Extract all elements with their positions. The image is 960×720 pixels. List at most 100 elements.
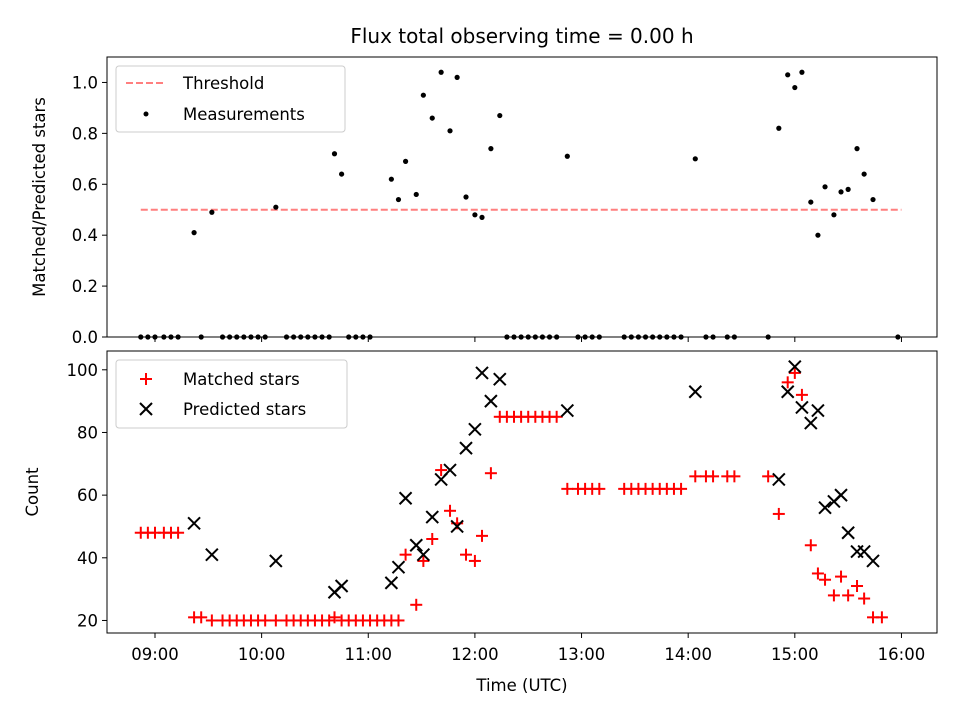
matched-star-point xyxy=(484,467,497,480)
matched-star-point xyxy=(675,482,688,495)
bottom-legend: Matched stars Predicted stars xyxy=(115,359,348,429)
bottom-y-tick-label: 60 xyxy=(77,486,98,505)
legend-label-measurements: Measurements xyxy=(183,105,305,124)
predicted-star-point xyxy=(450,519,464,534)
matched-star-point xyxy=(728,470,741,483)
measurement-point xyxy=(209,209,215,215)
matched-star-point xyxy=(259,614,272,627)
x-tick-label: 11:00 xyxy=(344,645,392,664)
matched-star-point xyxy=(875,611,888,624)
measurement-point xyxy=(838,189,844,195)
measurement-point xyxy=(273,204,279,210)
x-axis-label: Time (UTC) xyxy=(475,676,567,695)
top-y-tick-label: 1.0 xyxy=(72,73,98,92)
matched-star-point xyxy=(819,573,832,586)
measurement-point xyxy=(395,196,402,203)
legend-label-matched: Matched stars xyxy=(183,370,300,389)
top-y-tick-label: 0.8 xyxy=(72,124,98,143)
measurement-point xyxy=(402,158,409,164)
matched-star-point xyxy=(410,598,423,611)
bottom-x-ticks: 09:00 10:00 11:00 12:00 13:00 14:00 15:00 16:00 xyxy=(131,633,925,664)
predicted-star-point xyxy=(409,538,423,552)
legend-label-predicted: Predicted stars xyxy=(183,400,306,419)
measurement-point xyxy=(692,156,698,162)
measurement-point xyxy=(331,151,338,157)
matched-star-point xyxy=(444,504,457,517)
top-y-ticks: 0.0 0.2 0.4 0.6 0.8 1.0 xyxy=(72,73,107,347)
measurement-point xyxy=(463,194,469,200)
matched-legend-marker xyxy=(140,373,152,385)
matched-star-point xyxy=(435,464,448,477)
bottom-y-ticks: 20 40 60 80 100 xyxy=(67,361,107,630)
measurement-point xyxy=(822,184,828,190)
measurement-point xyxy=(472,212,478,218)
matched-star-point xyxy=(172,526,185,539)
measurement-point xyxy=(497,112,503,119)
predicted-star-point xyxy=(834,488,848,502)
measurement-point xyxy=(429,115,435,121)
measurement-point xyxy=(420,92,426,98)
measurement-point xyxy=(488,146,494,152)
top-axes-frame xyxy=(106,56,938,338)
predicted-star-point xyxy=(493,372,507,386)
predicted-star-point xyxy=(780,385,795,399)
matched-star-point xyxy=(328,611,341,624)
measurement-point xyxy=(454,74,460,80)
top-y-axis-label: Matched/Predicted stars xyxy=(30,97,49,297)
measurement-point xyxy=(388,176,394,182)
predicted-star-point xyxy=(484,394,498,408)
top-panel: 0.0 0.2 0.4 0.6 0.8 1.0 Matched/Predicted sta… xyxy=(30,56,938,347)
matched-star-point xyxy=(689,470,702,483)
predicted-star-point xyxy=(804,416,818,430)
x-tick-label: 16:00 xyxy=(878,645,926,664)
matched-star-point xyxy=(804,539,817,552)
bottom-y-tick-label: 20 xyxy=(77,611,98,630)
measurement-point xyxy=(776,125,782,131)
predicted-star-point xyxy=(818,500,832,515)
bottom-y-tick-label: 80 xyxy=(77,423,98,442)
matched-star-point xyxy=(762,470,775,483)
measurement-point xyxy=(808,199,814,205)
predicted-star-point xyxy=(688,385,702,399)
predicted-star-point xyxy=(187,516,201,531)
matched-star-point xyxy=(468,554,481,567)
measurement-point xyxy=(447,128,453,134)
matched-star-point xyxy=(707,470,720,483)
matched-star-point xyxy=(195,611,208,624)
predicted-star-point xyxy=(560,403,575,418)
matched-star-point xyxy=(392,614,405,627)
matched-star-point xyxy=(593,482,606,495)
matched-star-point xyxy=(851,580,864,592)
matched-star-point xyxy=(476,529,489,542)
matched-star-point xyxy=(550,410,563,423)
predicted-star-point xyxy=(416,547,431,562)
measurement-point xyxy=(339,171,345,177)
bottom-axes-frame xyxy=(106,350,938,634)
x-tick-label: 13:00 xyxy=(558,645,606,664)
predicted-star-point xyxy=(866,554,880,568)
matched-star-point xyxy=(323,614,336,627)
predicted-legend-marker xyxy=(139,402,153,416)
measurement-point xyxy=(564,153,570,159)
x-tick-label: 09:00 xyxy=(131,645,179,664)
matched-star-point xyxy=(811,567,824,580)
matched-star-point xyxy=(561,482,574,495)
predicted-star-point xyxy=(459,441,473,455)
matched-star-point xyxy=(460,548,473,561)
predicted-star-point xyxy=(443,463,457,477)
matched-star-point xyxy=(827,589,840,602)
chart-title: Flux total observing time = 0.00 h xyxy=(350,24,693,48)
top-legend: Threshold Measurements xyxy=(115,65,346,133)
matched-star-point xyxy=(772,507,785,520)
bottom-y-axis-label: Count xyxy=(23,467,42,517)
matched-star-point xyxy=(205,614,218,627)
matched-star-point xyxy=(269,614,282,627)
measurement-point xyxy=(861,171,867,177)
measurement-point xyxy=(870,196,876,203)
measurement-point xyxy=(854,146,860,152)
measurement-point xyxy=(438,69,444,75)
top-y-tick-label: 0.4 xyxy=(72,226,98,245)
x-tick-label: 10:00 xyxy=(238,645,286,664)
matched-star-point xyxy=(835,570,848,583)
